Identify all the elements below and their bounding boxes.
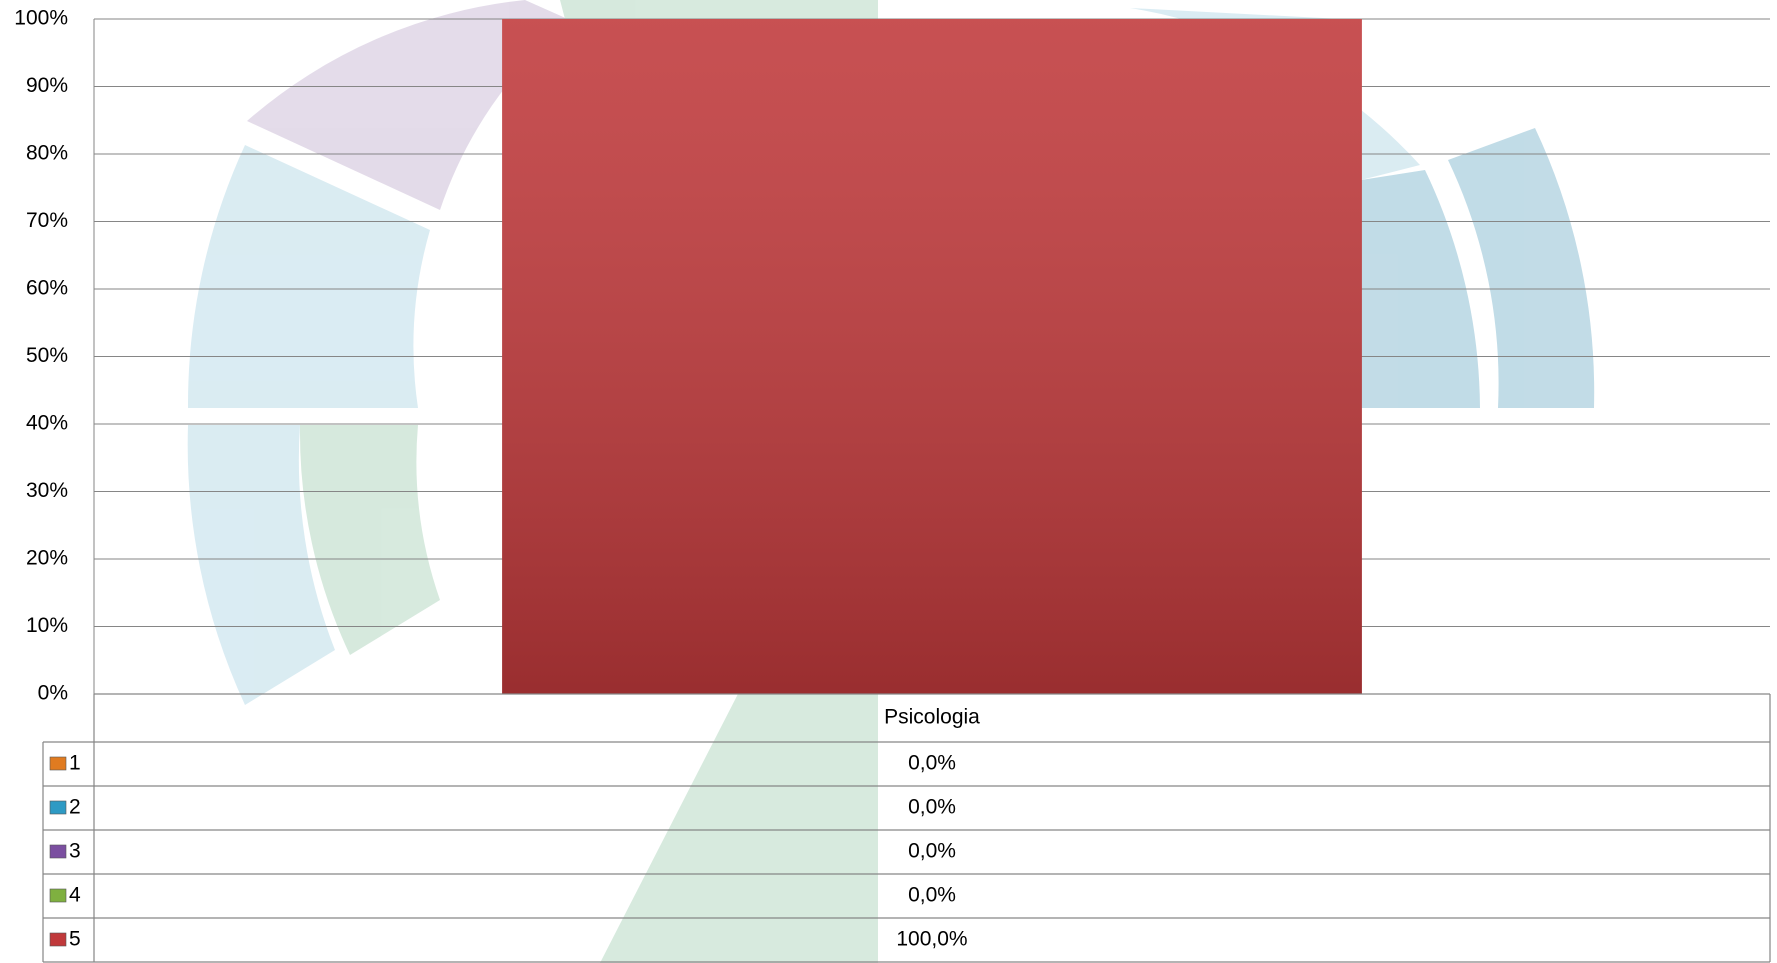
table-value: 0,0% [908, 884, 956, 907]
table-value: 100,0% [896, 928, 967, 951]
y-tick-label: 90% [26, 74, 68, 97]
legend-label: 4 [69, 884, 81, 907]
bar-shade [502, 19, 1362, 694]
table-value: 0,0% [908, 840, 956, 863]
y-tick-label: 100% [14, 7, 68, 30]
y-tick-label: 30% [26, 479, 68, 502]
y-tick-label: 80% [26, 142, 68, 165]
y-tick-label: 10% [26, 614, 68, 637]
y-tick-label: 20% [26, 547, 68, 570]
table-value: 0,0% [908, 796, 956, 819]
x-tick-label: Psicologia [884, 706, 980, 729]
y-tick-label: 0% [38, 682, 68, 705]
legend-swatch [49, 800, 67, 815]
legend-label: 1 [69, 752, 81, 775]
legend-label: 2 [69, 796, 81, 819]
legend-label: 3 [69, 840, 81, 863]
y-tick-label: 50% [26, 344, 68, 367]
legend-swatch [49, 932, 67, 947]
legend-swatch [49, 888, 67, 903]
y-tick-label: 70% [26, 209, 68, 232]
y-tick-label: 40% [26, 412, 68, 435]
legend-swatch [49, 756, 67, 771]
legend-label: 5 [69, 928, 81, 951]
legend-swatch [49, 844, 67, 859]
table-value: 0,0% [908, 752, 956, 775]
y-tick-label: 60% [26, 277, 68, 300]
